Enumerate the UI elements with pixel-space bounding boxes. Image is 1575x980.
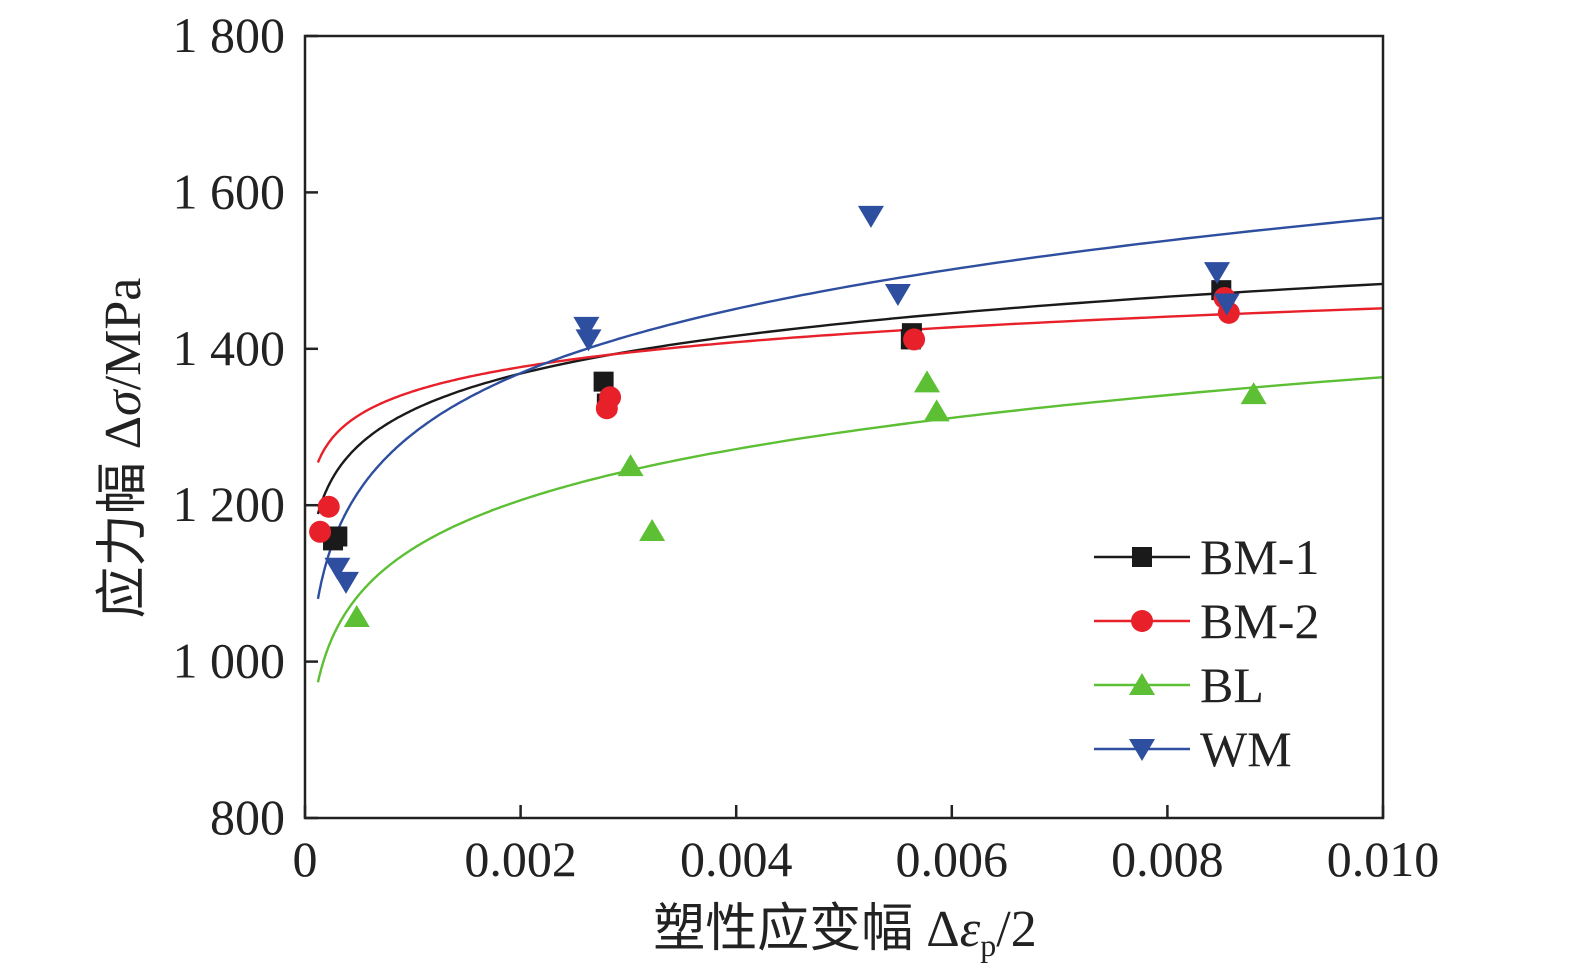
x-tick-label: 0.004: [680, 831, 793, 887]
legend-label-wm: WM: [1200, 721, 1292, 777]
legend-marker-bm-2: [1131, 610, 1153, 632]
x-tick-label: 0.006: [896, 831, 1009, 887]
x-tick-label: 0.010: [1327, 831, 1440, 887]
y-axis-title: 应力幅 Δσ/MPa: [95, 278, 152, 619]
fit-curve-bm-1: [316, 282, 1384, 515]
x-tick-label: 0.002: [464, 831, 577, 887]
x-axis-title: 塑性应变幅 Δεp/2: [653, 901, 1036, 963]
data-point-wm: [1203, 262, 1230, 285]
data-point-bm-2: [317, 495, 340, 518]
data-point-wm: [884, 284, 911, 307]
data-point-wm: [857, 205, 884, 228]
plot-frame: [303, 34, 1385, 820]
legend-label-bm-1: BM-1: [1200, 529, 1319, 585]
data-point-bm-1: [327, 526, 348, 547]
y-tick-label: 1 400: [173, 320, 286, 376]
data-point-bl: [923, 399, 950, 422]
data-point-wm: [324, 557, 351, 580]
data-points: [309, 205, 1267, 628]
data-point-wm: [1213, 293, 1240, 316]
axis-ticks: 0 0.002 0.004 0.006 0.008 0.010 800 1 000 1 200 1…: [173, 7, 1440, 887]
x-tick-label: 0.008: [1111, 831, 1224, 887]
data-point-bl: [914, 370, 941, 393]
fit-curve-bl: [316, 376, 1384, 683]
legend-marker-bm-1: [1132, 547, 1152, 567]
y-tick-label: 1 600: [173, 163, 286, 219]
legend: BM-1 BM-2 BL WM: [1094, 529, 1319, 777]
y-tick-label: 800: [210, 789, 285, 845]
data-point-bl: [1240, 382, 1267, 405]
data-point-bl: [343, 605, 370, 628]
x-axis-title-subscript: p: [980, 927, 996, 963]
data-point-wm: [573, 316, 600, 339]
y-tick-label: 1 000: [173, 633, 286, 689]
legend-label-bl: BL: [1200, 657, 1264, 713]
fit-curve-bm-2: [316, 307, 1384, 464]
x-axis-title-suffix: /2: [996, 901, 1036, 958]
y-axis-title-suffix: /MPa: [95, 278, 152, 391]
legend-label-bm-2: BM-2: [1200, 593, 1319, 649]
y-axis-title-prefix: 应力幅 Δ: [95, 416, 152, 618]
x-axis-title-symbol: ε: [960, 901, 981, 958]
y-axis-title-symbol: σ: [95, 388, 152, 416]
data-point-bl: [617, 454, 644, 477]
data-point-bm-2: [595, 397, 618, 420]
data-point-wm: [575, 329, 602, 352]
data-point-bl: [639, 519, 666, 542]
y-tick-label: 1 800: [173, 7, 286, 63]
legend-marker-bl: [1129, 673, 1155, 695]
data-point-bm-2: [309, 520, 332, 543]
x-axis-title-prefix: 塑性应变幅 Δ: [653, 901, 959, 958]
data-point-wm: [332, 571, 359, 594]
legend-marker-wm: [1129, 739, 1155, 761]
data-point-bm-2: [903, 328, 926, 351]
y-tick-label: 1 200: [173, 476, 286, 532]
x-tick-label: 0: [293, 831, 318, 887]
